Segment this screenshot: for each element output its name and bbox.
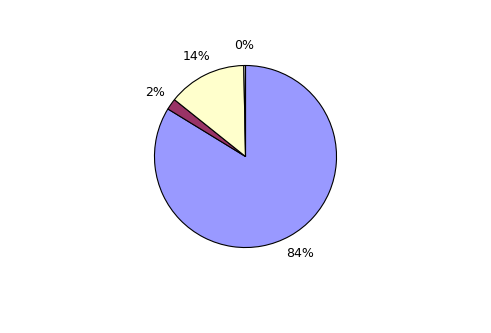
Text: 84%: 84%	[286, 247, 314, 260]
Text: 0%: 0%	[235, 39, 254, 52]
Text: 14%: 14%	[183, 50, 210, 63]
Wedge shape	[155, 66, 336, 247]
Wedge shape	[168, 100, 246, 157]
Wedge shape	[244, 66, 246, 157]
Wedge shape	[174, 66, 246, 157]
Text: 2%: 2%	[145, 86, 164, 99]
